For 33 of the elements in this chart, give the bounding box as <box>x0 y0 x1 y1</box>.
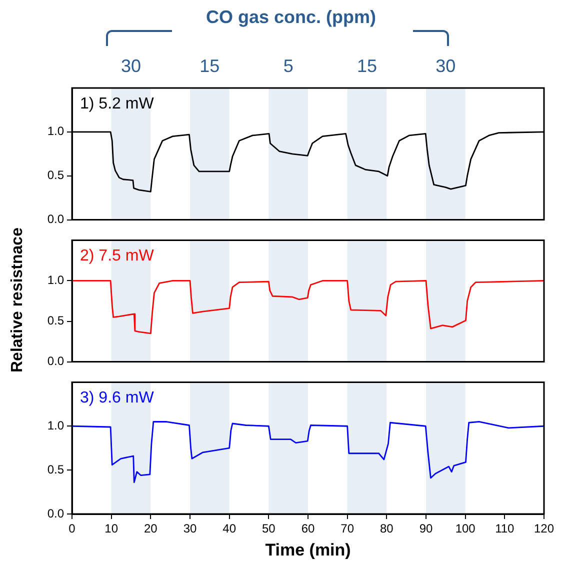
y-axis-title: Relative resistnace <box>9 228 27 372</box>
x-tick-label: 40 <box>222 522 236 536</box>
y-tick-label: 0.0 <box>47 354 64 368</box>
text: CO gas conc. (ppm) <box>206 6 376 27</box>
band-label: 15 <box>200 56 220 76</box>
y-tick-label: 1.0 <box>47 273 64 288</box>
x-tick-label: 20 <box>144 522 158 536</box>
band-label: 15 <box>356 56 378 76</box>
y-tick-label: 0.5 <box>47 462 64 476</box>
series-label: 2) 7.5 mW <box>80 248 155 265</box>
x-axis-title: Time (min) <box>265 540 351 560</box>
y-tick-label: 0.5 <box>47 314 64 328</box>
x-tick-label: 30 <box>183 522 197 536</box>
y-tick-label: 1.0 <box>47 418 64 432</box>
band-label: 30 <box>120 56 142 76</box>
series-label: 3) 9.6 mW <box>80 390 155 407</box>
band-label: 30 <box>436 56 456 76</box>
x-tick-label: 70 <box>340 522 354 536</box>
band-label: 5 <box>283 56 294 76</box>
x-tick-label: 100 <box>455 522 476 536</box>
x-tick-label: 110 <box>495 522 515 536</box>
y-tick-label: 0.5 <box>47 168 64 182</box>
x-tick-label: 90 <box>419 522 433 536</box>
y-tick-label: 1.0 <box>47 124 64 138</box>
x-tick-label: 50 <box>262 522 276 536</box>
y-tick-label: 0.0 <box>47 506 64 520</box>
x-tick-label: 0 <box>68 522 76 536</box>
x-tick-label: 120 <box>534 522 554 536</box>
x-tick-label: 10 <box>104 522 118 536</box>
y-tick-label: 0.0 <box>47 212 64 226</box>
series-label: 1) 5.2 mW <box>80 95 155 112</box>
x-tick-label: 80 <box>380 522 394 536</box>
x-tick-label: 60 <box>301 522 315 536</box>
